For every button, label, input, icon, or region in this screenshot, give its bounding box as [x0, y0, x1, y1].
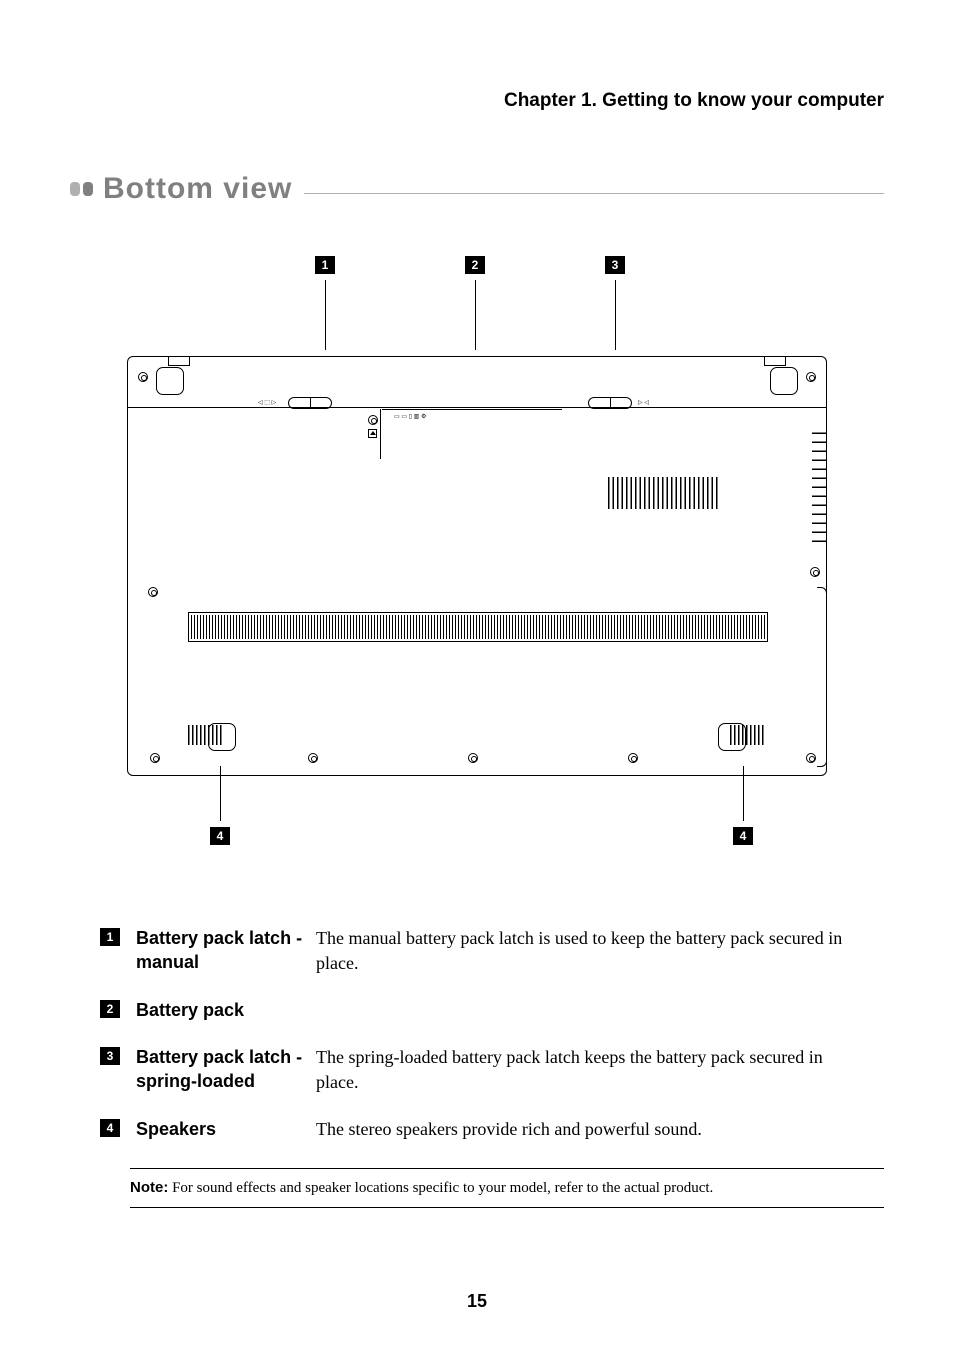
- notch: [764, 356, 786, 366]
- panel-line: [382, 409, 562, 410]
- ventilation-block: [608, 477, 718, 509]
- callout-4-left: 4: [210, 766, 230, 845]
- screw-icon: [810, 567, 820, 577]
- screw-icon: [806, 753, 816, 763]
- legend-term: Battery pack latch - spring-loaded: [136, 1045, 306, 1095]
- callout-number-box: 1: [315, 256, 335, 274]
- rubber-foot: [770, 367, 798, 395]
- callout-line: [615, 280, 616, 350]
- speaker-grille-left: [188, 725, 224, 745]
- note-text: For sound effects and speaker locations …: [168, 1180, 713, 1196]
- section-title: Bottom view: [103, 172, 292, 206]
- screw-icon: [148, 587, 158, 597]
- callout-number-box: 2: [465, 256, 485, 274]
- rubber-foot: [156, 367, 184, 395]
- screw-icon: [308, 753, 318, 763]
- battery-latch-manual: [288, 397, 332, 409]
- latch-arrow-icon: ◁ ⬚ ▷: [258, 399, 276, 406]
- legend-list: 1 Battery pack latch - manual The manual…: [100, 926, 864, 1142]
- legend-term: Battery pack latch - manual: [136, 926, 306, 976]
- legend-number-box: 4: [100, 1119, 120, 1137]
- note-label: Note:: [130, 1179, 168, 1196]
- note-line: Note: For sound effects and speaker loca…: [130, 1168, 884, 1208]
- legend-term: Battery pack: [136, 998, 306, 1022]
- legend-description: The spring-loaded battery pack latch kee…: [316, 1045, 864, 1095]
- callout-line: [743, 766, 744, 821]
- notch: [168, 356, 190, 366]
- triangle-icon: [370, 431, 376, 435]
- bullet-icon: [83, 182, 93, 196]
- battery-latch-spring: [588, 397, 632, 409]
- callout-2: 2: [465, 256, 485, 350]
- callout-1: 1: [315, 256, 335, 350]
- side-ventilation: [812, 427, 826, 542]
- callout-3: 3: [605, 256, 625, 350]
- section-header-row: Bottom view: [70, 172, 884, 206]
- screw-icon: [806, 372, 816, 382]
- speaker-grille-right: [730, 725, 766, 745]
- callout-line: [325, 280, 326, 350]
- legend-number-box: 2: [100, 1000, 120, 1018]
- callout-4-right: 4: [733, 766, 753, 845]
- section-divider-line: [304, 193, 884, 194]
- screw-icon: [150, 753, 160, 763]
- legend-term: Speakers: [136, 1117, 306, 1142]
- callout-number-box: 4: [733, 827, 753, 845]
- bullet-icon: [70, 182, 80, 196]
- memory-cover-edge: [380, 409, 392, 459]
- latch-arrow-icon: ▷ ◁: [638, 399, 649, 406]
- callout-number-box: 4: [210, 827, 230, 845]
- screw-icon: [368, 415, 378, 425]
- screw-icon: [468, 753, 478, 763]
- screw-icon: [138, 372, 148, 382]
- legend-description: The manual battery pack latch is used to…: [316, 926, 864, 976]
- ventilation-strip: [188, 612, 768, 642]
- battery-compartment-edge: [128, 407, 826, 408]
- legend-number-box: 3: [100, 1047, 120, 1065]
- laptop-bottom-outline: ◁ ⬚ ▷ ▷ ◁ ▭ ▭ ▯ ▥ ⚙: [127, 356, 827, 776]
- screw-icon: [628, 753, 638, 763]
- legend-description: [316, 998, 864, 1022]
- chapter-header: Chapter 1. Getting to know your computer: [70, 90, 884, 112]
- callout-line: [220, 766, 221, 821]
- bottom-view-diagram: 1 2 3 ◁ ⬚ ▷ ▷ ◁: [97, 256, 857, 876]
- page-number: 15: [0, 1291, 954, 1312]
- side-panel-bump: [817, 587, 827, 767]
- legend-description: The stereo speakers provide rich and pow…: [316, 1117, 864, 1142]
- callout-line: [475, 280, 476, 350]
- section-bullet-icons: [70, 182, 93, 196]
- callout-number-box: 3: [605, 256, 625, 274]
- legend-number-box: 1: [100, 928, 120, 946]
- port-icons: ▭ ▭ ▯ ▥ ⚙: [394, 413, 426, 420]
